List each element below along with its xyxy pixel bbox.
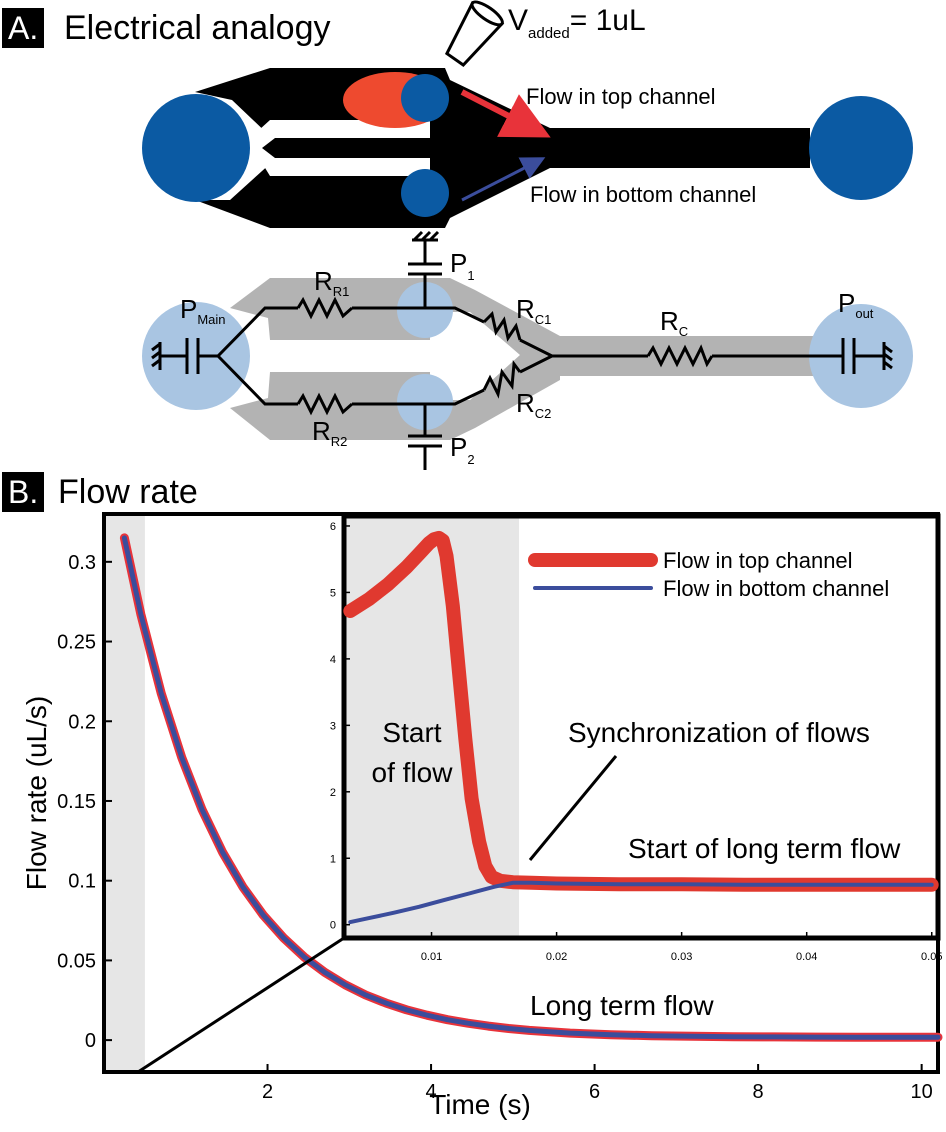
inset-chart: 0 1 2 3 4 5 6 0.01 0.02 0.03 0.04 0.05 Flow in top c… [330,513,942,963]
label-r-c: RC [660,306,688,339]
panel-a-title: Electrical analogy [64,9,331,47]
outlet-reservoir [809,96,913,200]
channel-split [248,120,430,176]
inset-y-tick-label: 3 [330,720,336,732]
main-y-tick-label: 0.05 [57,950,96,972]
inset-plot-frame [341,513,941,941]
flow-top-label: Flow in top channel [526,84,716,109]
main-y-tick-label: 0 [85,1030,96,1052]
label-r-r1: RR1 [314,266,349,299]
p2-node [397,374,453,430]
inset-x-tick-label: 0.01 [421,951,442,963]
label-p2: P2 [450,432,475,467]
inlet-reservoir [142,94,250,202]
main-x-tick-label: 8 [753,1081,764,1103]
inset-shaded-label: Start [382,717,441,748]
main-y-tick-label: 0.2 [68,711,96,733]
p1-node [397,282,453,338]
inset-series-line [348,880,934,925]
top-node-reservoir [401,74,449,122]
inlet-node [142,302,250,410]
main-y-tick-label: 0.1 [68,871,96,893]
flow-bottom-label: Flow in bottom channel [530,182,756,207]
inset-annotation-pointer [528,755,618,861]
inset-y-tick-label: 0 [330,920,336,932]
label-r-c1: RC1 [516,294,551,327]
inset-y-tick-label: 2 [330,787,336,799]
inset-x-tick-label: 0.02 [546,951,567,963]
main-series-line [121,535,941,1040]
circuit-wires [151,230,893,470]
inset-y-tick-label: 1 [330,853,336,865]
main-x-axis-label: Time (s) [429,1089,531,1120]
main-annotation-long-term-flow: Long term flow [530,990,714,1021]
inset-shaded-label: of flow [372,757,454,788]
main-x-tick-label: 6 [589,1081,600,1103]
panel-a-letter: A. [2,8,45,48]
main-y-tick-label: 0.15 [57,791,96,813]
main-y-tick-label: 0.25 [57,632,96,654]
main-x-tick-label: 2 [262,1081,273,1103]
label-r-r2: RR2 [312,416,347,449]
inset-y-tick-label: 4 [330,654,336,666]
inset-legend-label: Flow in top channel [663,548,853,573]
main-x-tick-label: 4 [425,1081,436,1103]
inset-x-tick-label: 0.03 [671,951,692,963]
main-x-tick-label: 10 [911,1081,933,1103]
inset-legend-label: Flow in bottom channel [663,576,889,601]
device-schematic: Vadded= 1uL Flow in top channel Flow in … [142,0,913,470]
label-p1: P1 [450,248,475,283]
inset-y-tick-label: 6 [330,521,336,533]
label-r-c2: RC2 [516,388,551,421]
bottom-node-reservoir [401,169,449,217]
channel-wedge [452,110,548,186]
inset-x-tick-label: 0.05 [921,951,942,963]
panel-b-title: Flow rate [58,473,198,511]
main-y-axis-label: Flow rate (uL/s) [21,696,52,891]
inset-annotation-synchronization: Synchronization of flows [568,717,870,748]
main-y-tick-label: 0.3 [68,552,96,574]
label-p-main: PMain [180,294,226,327]
flow-top-arrow [460,89,551,138]
inset-x-tick-label: 0.04 [796,951,817,963]
pipette-label: Vadded= 1uL [508,4,646,42]
inset-annotation-long-term: Start of long term flow [628,833,901,864]
panel-b-letter: B. [2,472,45,512]
label-p-out: Pout [838,288,874,321]
inset-y-tick-label: 5 [330,587,336,599]
flow-bottom-arrow [461,157,546,202]
zoom-connector-line [137,936,345,1074]
pipette-icon [444,0,505,68]
